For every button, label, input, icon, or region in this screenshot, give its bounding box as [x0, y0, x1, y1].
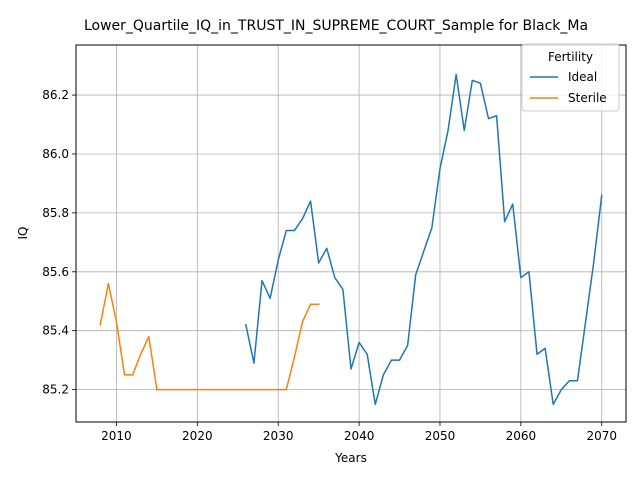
series-lines [99, 73, 603, 406]
y-tick-label: 85.6 [42, 265, 69, 279]
series-line-sterile [99, 282, 320, 391]
x-tick-label: 2060 [506, 429, 537, 443]
plot-frame [75, 44, 627, 423]
x-tick-label: 2070 [586, 429, 617, 443]
legend-label-ideal: Ideal [568, 70, 597, 84]
series-line-ideal [244, 73, 603, 406]
chart-title: Lower_Quartile_IQ_in_TRUST_IN_SUPREME_CO… [84, 18, 588, 34]
x-tick-label: 2020 [182, 429, 213, 443]
legend: Fertility Ideal Sterile [521, 43, 620, 112]
x-tick-label: 2050 [425, 429, 456, 443]
x-axis-label: Years [334, 451, 367, 465]
y-tick-label: 85.4 [42, 324, 69, 338]
y-tick-label: 85.8 [42, 206, 69, 220]
y-tick-label: 85.2 [42, 383, 69, 397]
legend-title: Fertility [548, 50, 593, 64]
x-tick-label: 2010 [101, 429, 132, 443]
x-tick-label: 2040 [344, 429, 375, 443]
y-tick-label: 86.0 [42, 147, 69, 161]
legend-label-sterile: Sterile [568, 91, 607, 105]
axis-ticks: 2010 2020 2030 2040 2050 2060 2070 85.2 85.4 85.6… [42, 88, 617, 443]
y-axis-label: IQ [16, 227, 30, 240]
x-tick-label: 2030 [263, 429, 294, 443]
legend-box [521, 43, 620, 112]
y-tick-label: 86.2 [42, 88, 69, 102]
